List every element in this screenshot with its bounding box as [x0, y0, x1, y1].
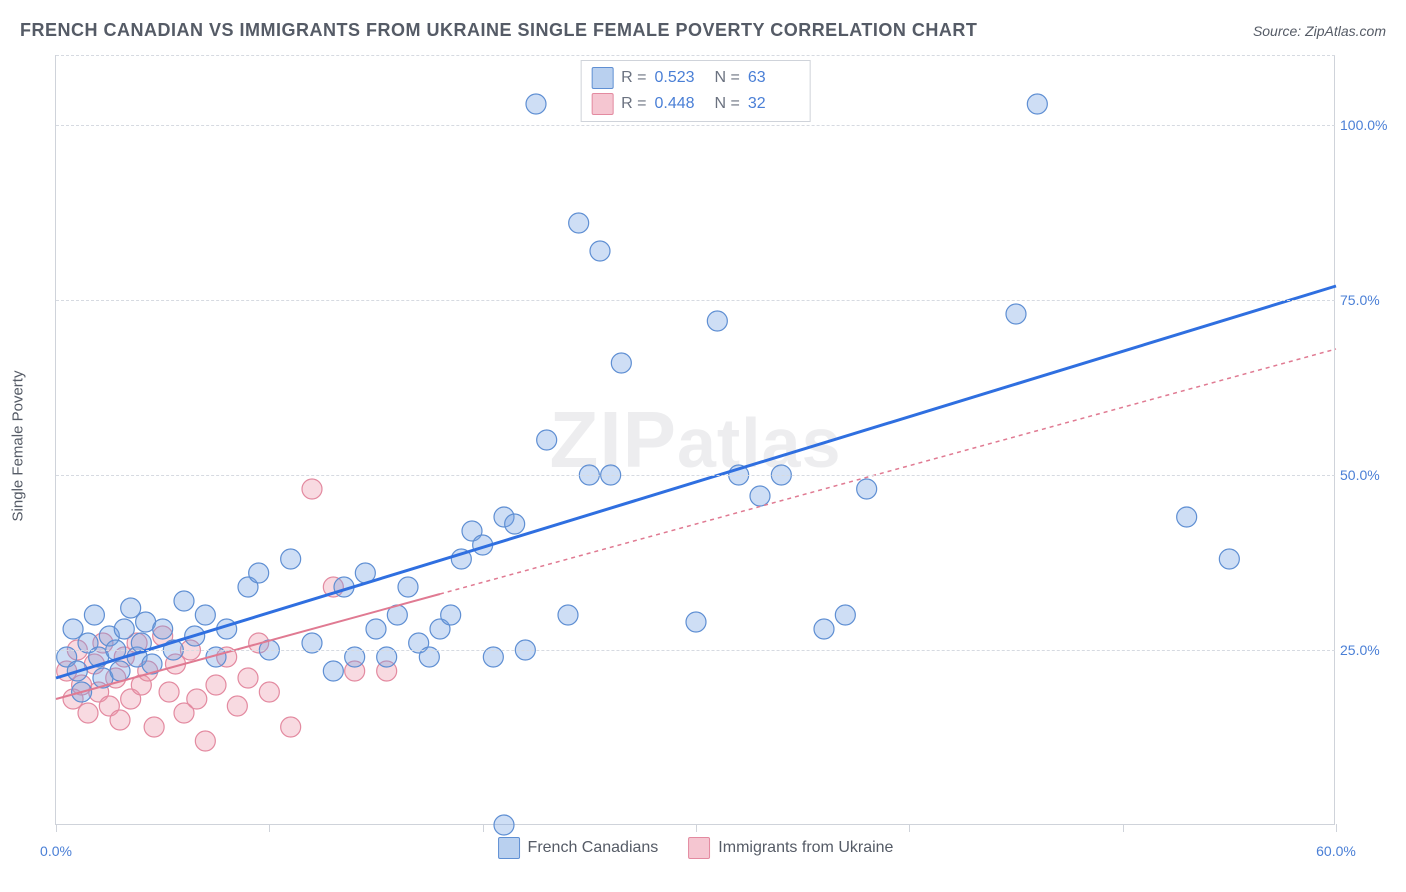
scatter-point	[114, 619, 134, 639]
scatter-point	[398, 577, 418, 597]
scatter-point	[526, 94, 546, 114]
scatter-point	[110, 710, 130, 730]
scatter-point	[153, 619, 173, 639]
scatter-point	[281, 549, 301, 569]
stat-r-value-1: 0.523	[655, 69, 707, 87]
legend-bottom: French Canadians Immigrants from Ukraine	[498, 837, 894, 859]
scatter-point	[857, 479, 877, 499]
scatter-point	[441, 605, 461, 625]
y-axis-label: Single Female Poverty	[10, 371, 27, 522]
scatter-point	[110, 661, 130, 681]
x-tick-line	[56, 824, 57, 832]
x-tick-line	[269, 824, 270, 832]
scatter-point	[1006, 304, 1026, 324]
legend-item-1: French Canadians	[498, 837, 659, 859]
scatter-point	[505, 514, 525, 534]
scatter-point	[1177, 507, 1197, 527]
stats-row-2: R = 0.448 N = 32	[591, 91, 800, 117]
x-tick-line	[483, 824, 484, 832]
scatter-point	[281, 717, 301, 737]
scatter-point	[302, 479, 322, 499]
scatter-point	[144, 717, 164, 737]
x-tick-label: 0.0%	[40, 843, 72, 859]
chart-area: ZIPatlas R = 0.523 N = 63 R = 0.448 N = …	[55, 55, 1375, 825]
scatter-point	[611, 353, 631, 373]
scatter-point	[206, 675, 226, 695]
stat-n-label-1: N =	[715, 69, 740, 87]
gridline-h	[56, 300, 1335, 301]
plot-svg	[56, 55, 1335, 824]
legend-label-1: French Canadians	[528, 839, 659, 857]
y-tick-label: 50.0%	[1340, 467, 1390, 483]
scatter-point	[1219, 549, 1239, 569]
scatter-point	[78, 703, 98, 723]
scatter-point	[195, 605, 215, 625]
scatter-point	[187, 689, 207, 709]
swatch-series-1	[591, 67, 613, 89]
plot-region: ZIPatlas R = 0.523 N = 63 R = 0.448 N = …	[55, 55, 1335, 825]
chart-source: Source: ZipAtlas.com	[1253, 23, 1386, 39]
x-tick-line	[1123, 824, 1124, 832]
stat-n-label-2: N =	[715, 95, 740, 113]
legend-item-2: Immigrants from Ukraine	[688, 837, 893, 859]
legend-swatch-1	[498, 837, 520, 859]
x-tick-line	[696, 824, 697, 832]
scatter-point	[227, 696, 247, 716]
gridline-h	[56, 55, 1335, 56]
scatter-point	[707, 311, 727, 331]
scatter-point	[1027, 94, 1047, 114]
scatter-point	[84, 605, 104, 625]
stat-n-value-2: 32	[748, 95, 800, 113]
x-tick-line	[909, 824, 910, 832]
legend-label-2: Immigrants from Ukraine	[718, 839, 893, 857]
stat-r-label-1: R =	[621, 69, 646, 87]
y-tick-label: 25.0%	[1340, 642, 1390, 658]
y-tick-label: 100.0%	[1340, 117, 1390, 133]
stat-r-label-2: R =	[621, 95, 646, 113]
scatter-point	[537, 430, 557, 450]
trend-line	[440, 349, 1336, 594]
stat-r-value-2: 0.448	[655, 95, 707, 113]
scatter-point	[569, 213, 589, 233]
x-tick-line	[1336, 824, 1337, 832]
scatter-point	[835, 605, 855, 625]
scatter-point	[590, 241, 610, 261]
gridline-h	[56, 475, 1335, 476]
stats-legend-box: R = 0.523 N = 63 R = 0.448 N = 32	[580, 60, 811, 122]
gridline-h	[56, 650, 1335, 651]
legend-swatch-2	[688, 837, 710, 859]
x-tick-label: 60.0%	[1316, 843, 1356, 859]
y-tick-label: 75.0%	[1340, 292, 1390, 308]
scatter-point	[238, 668, 258, 688]
scatter-point	[259, 682, 279, 702]
scatter-point	[249, 563, 269, 583]
chart-title: FRENCH CANADIAN VS IMMIGRANTS FROM UKRAI…	[20, 20, 977, 41]
scatter-point	[323, 661, 343, 681]
scatter-point	[814, 619, 834, 639]
swatch-series-2	[591, 93, 613, 115]
scatter-point	[558, 605, 578, 625]
gridline-h	[56, 125, 1335, 126]
scatter-point	[366, 619, 386, 639]
scatter-point	[174, 591, 194, 611]
stat-n-value-1: 63	[748, 69, 800, 87]
scatter-point	[159, 682, 179, 702]
scatter-point	[686, 612, 706, 632]
scatter-point	[750, 486, 770, 506]
scatter-point	[494, 815, 514, 835]
stats-row-1: R = 0.523 N = 63	[591, 65, 800, 91]
scatter-point	[195, 731, 215, 751]
chart-header: FRENCH CANADIAN VS IMMIGRANTS FROM UKRAI…	[20, 20, 1386, 41]
